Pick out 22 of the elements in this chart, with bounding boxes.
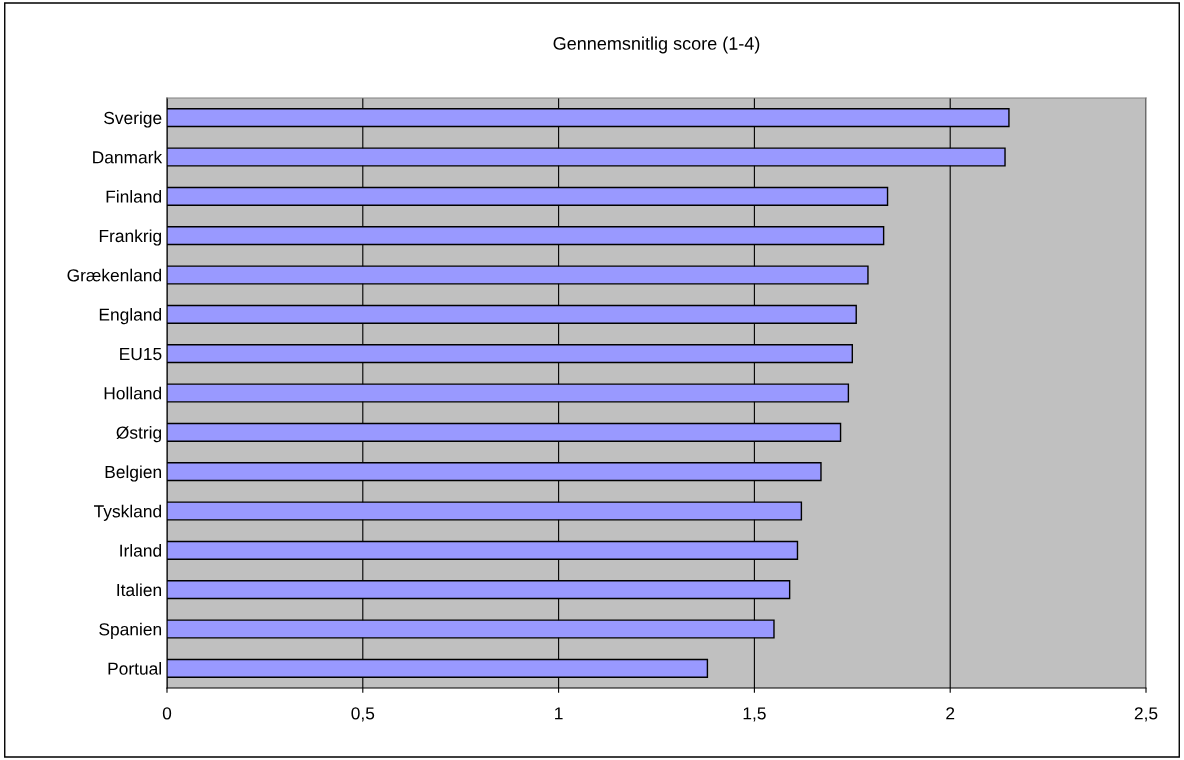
y-tick-label: Østrig (116, 426, 162, 443)
y-tick-label: Portual (108, 662, 161, 675)
y-tick-label: Finland (106, 190, 162, 203)
x-tick-label: 1 (555, 707, 563, 720)
x-tick-label: 2,5 (1134, 707, 1158, 722)
x-tick-label: 0 (162, 707, 172, 720)
y-tick-label: Danmark (93, 150, 163, 164)
y-tick-label: Frankrig (99, 229, 162, 246)
y-tick-label: Irland (120, 544, 162, 557)
chart-title: Gennemsnitlig score (1-4) (553, 36, 760, 54)
y-tick-label: Sverige (104, 111, 162, 128)
y-tick-label: England (99, 308, 162, 325)
y-tick-label: Spanien (99, 622, 162, 639)
y-tick-label: Grækenland (67, 268, 162, 282)
y-tick-label: Italien (117, 583, 162, 597)
x-tick-label: 2 (946, 707, 955, 720)
x-tick-label: 0,5 (351, 707, 375, 722)
y-tick-label: Holland (104, 386, 162, 400)
y-tick-label: Tyskland (94, 504, 162, 521)
x-tick-label: 1,5 (743, 707, 766, 722)
y-tick-label: EU15 (120, 348, 162, 361)
y-tick-label: Belgien (105, 465, 162, 482)
